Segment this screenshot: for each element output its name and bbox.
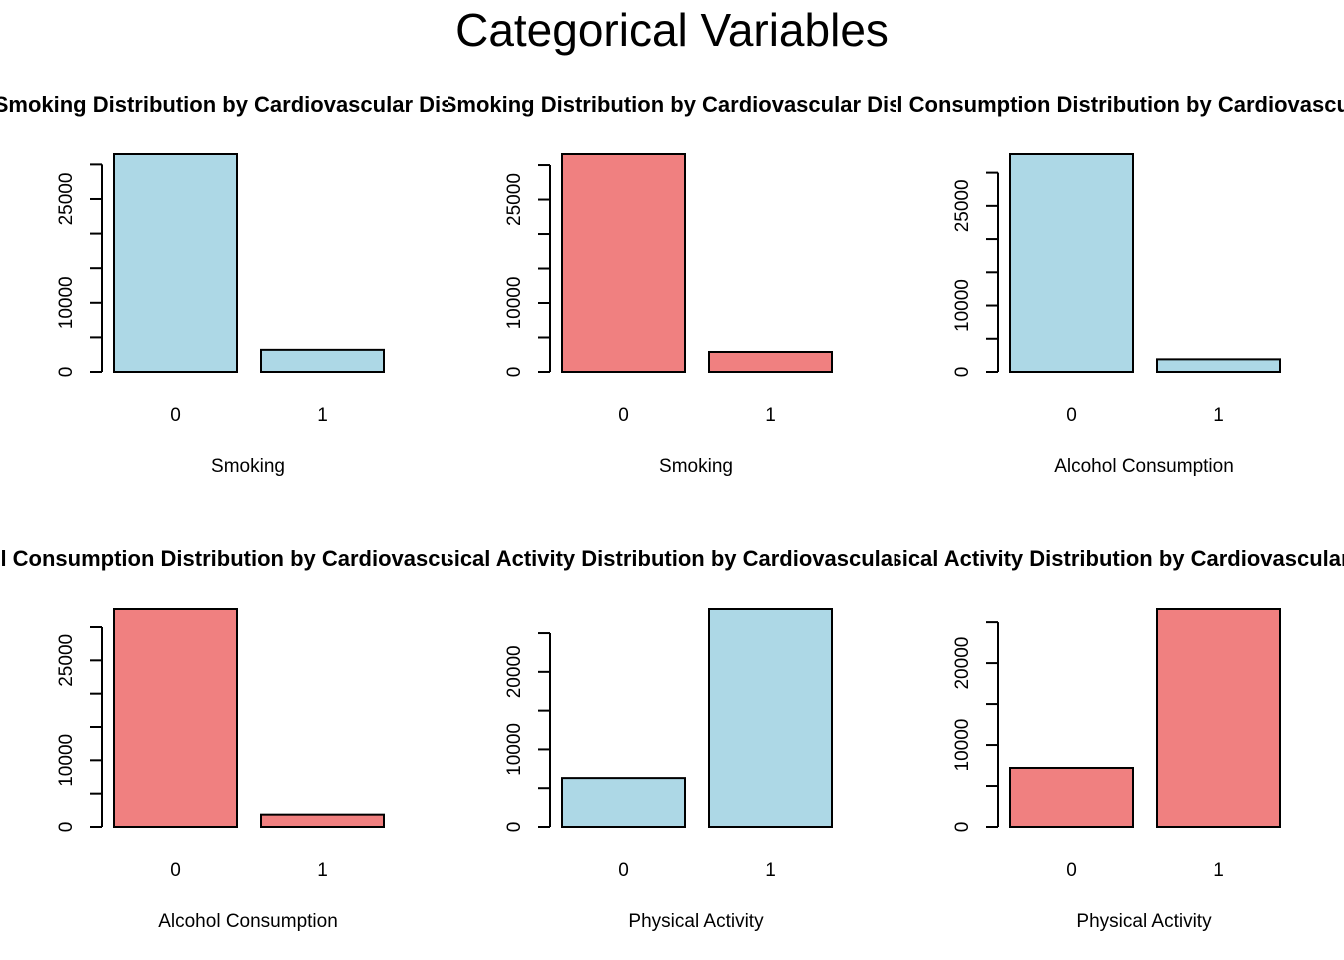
bar-0: [1009, 153, 1134, 373]
bar-1: [260, 813, 385, 829]
x-tick-label: 1: [1213, 405, 1224, 426]
x-tick-label: 1: [765, 405, 776, 426]
y-tick-label: 10000: [504, 723, 525, 776]
y-tick-label: 25000: [56, 173, 77, 226]
bar-1: [708, 350, 833, 374]
bar-0: [113, 608, 238, 828]
chart-title: Alcohol Consumption Distribution by Card…: [822, 92, 1344, 117]
y-tick-label: 10000: [952, 719, 973, 772]
chart-title: Smoking Distribution by Cardiovascular D…: [0, 92, 502, 117]
bar-1: [708, 608, 833, 828]
x-axis-label: Physical Activity: [1076, 911, 1212, 932]
y-tick-label: 25000: [56, 634, 77, 687]
chart-panel-6: Physical Activity Distribution by Cardio…: [849, 546, 1344, 932]
chart-panel-1: Smoking Distribution by Cardiovascular D…: [0, 92, 502, 477]
y-tick-label: 0: [952, 822, 973, 833]
chart-panels: Smoking Distribution by Cardiovascular D…: [0, 92, 1344, 932]
x-axis-label: Smoking: [659, 456, 733, 477]
y-tick-label: 0: [504, 822, 525, 833]
chart-title: Physical Activity Distribution by Cardio…: [401, 546, 991, 571]
bar-0: [561, 153, 686, 373]
bar-0: [561, 777, 686, 829]
x-tick-label: 1: [317, 860, 328, 881]
y-tick-label: 10000: [504, 277, 525, 330]
x-axis-label: Smoking: [211, 456, 285, 477]
x-tick-label: 1: [317, 405, 328, 426]
y-tick-label: 20000: [504, 645, 525, 698]
x-axis-label: Physical Activity: [628, 911, 764, 932]
y-tick-label: 0: [56, 367, 77, 378]
chart-panel-2: Smoking Distribution by Cardiovascular D…: [442, 92, 951, 477]
bar-0: [1009, 766, 1134, 829]
y-tick-label: 20000: [952, 637, 973, 690]
y-tick-label: 10000: [56, 276, 77, 329]
y-tick-label: 10000: [56, 734, 77, 787]
y-tick-label: 0: [952, 367, 973, 378]
figure-title: Categorical Variables: [455, 4, 889, 56]
y-tick-label: 10000: [952, 279, 973, 332]
y-tick-label: 0: [56, 822, 77, 833]
x-axis-label: Alcohol Consumption: [158, 911, 338, 932]
x-tick-label: 1: [1213, 860, 1224, 881]
bar-1: [260, 348, 385, 374]
chart-title: Physical Activity Distribution by Cardio…: [849, 546, 1344, 571]
x-tick-label: 1: [765, 860, 776, 881]
bar-0: [113, 153, 238, 373]
x-tick-label: 0: [170, 405, 181, 426]
x-axis-label: Alcohol Consumption: [1054, 456, 1234, 477]
x-tick-label: 0: [618, 405, 629, 426]
chart-panel-4: Alcohol Consumption Distribution by Card…: [0, 546, 570, 932]
x-tick-label: 0: [618, 860, 629, 881]
y-tick-label: 25000: [952, 179, 973, 232]
y-tick-label: 25000: [504, 173, 525, 226]
y-tick-label: 0: [504, 367, 525, 378]
x-tick-label: 0: [1066, 860, 1077, 881]
chart-title: Smoking Distribution by Cardiovascular D…: [442, 92, 951, 117]
x-tick-label: 0: [170, 860, 181, 881]
chart-panel-5: Physical Activity Distribution by Cardio…: [401, 546, 991, 932]
chart-title: Alcohol Consumption Distribution by Card…: [0, 546, 570, 571]
chart-panel-3: Alcohol Consumption Distribution by Card…: [822, 92, 1344, 477]
bar-1: [1156, 358, 1281, 373]
bar-1: [1156, 608, 1281, 828]
x-tick-label: 0: [1066, 405, 1077, 426]
